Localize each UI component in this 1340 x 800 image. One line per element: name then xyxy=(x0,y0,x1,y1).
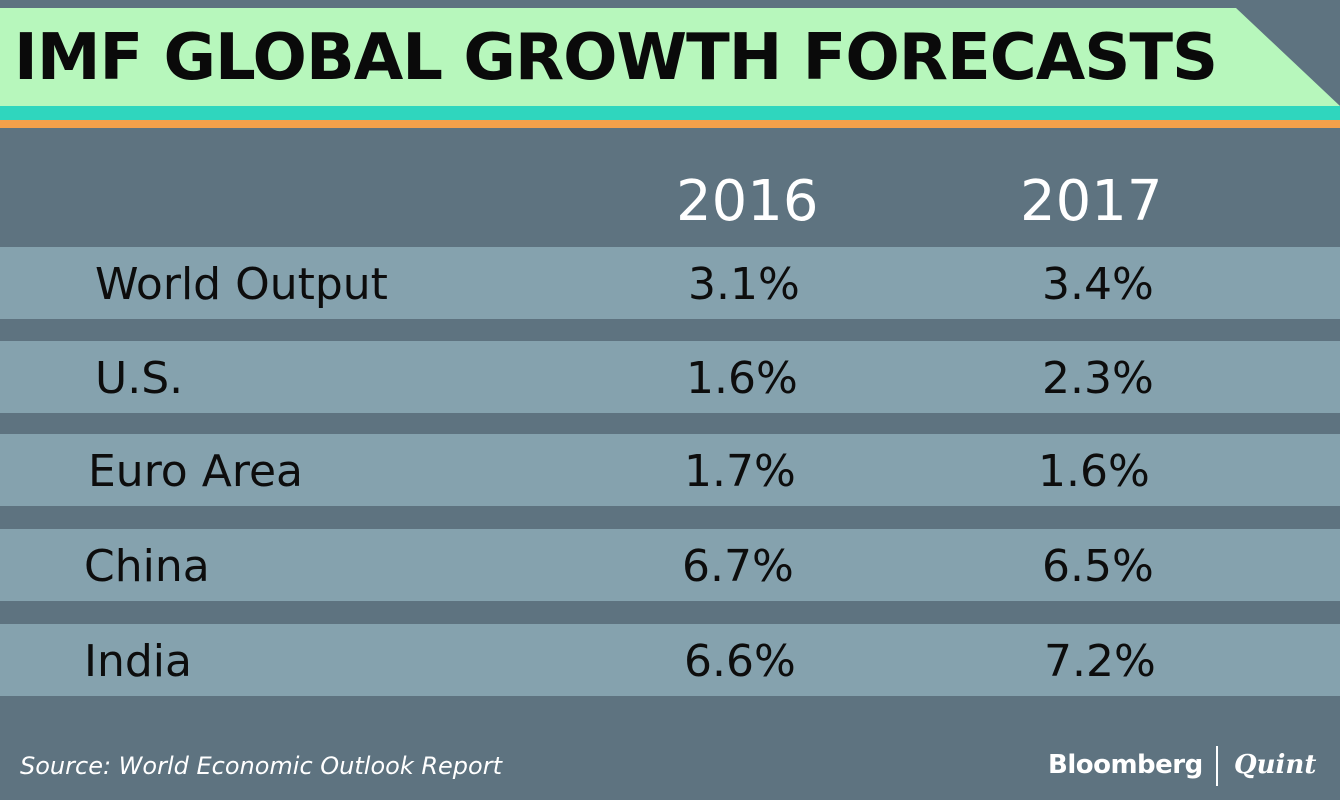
column-header-2017: 2017 xyxy=(1020,169,1163,234)
table-row xyxy=(0,247,1340,319)
value-2017: 6.5% xyxy=(1042,541,1154,592)
row-label: U.S. xyxy=(95,353,184,404)
table-row xyxy=(0,341,1340,413)
title-banner xyxy=(0,8,1340,128)
value-2017: 2.3% xyxy=(1042,353,1154,404)
source-note: Source: World Economic Outlook Report xyxy=(20,752,503,780)
value-2016: 1.6% xyxy=(686,353,798,404)
chart-title: IMF GLOBAL GROWTH FORECASTS xyxy=(14,21,1218,95)
quint-logo: Quint xyxy=(1234,750,1317,780)
value-2016: 1.7% xyxy=(684,446,796,497)
banner-green-band xyxy=(0,8,1340,106)
table-row xyxy=(0,434,1340,506)
value-2017: 1.6% xyxy=(1038,446,1150,497)
value-2016: 3.1% xyxy=(688,259,800,310)
value-2017: 3.4% xyxy=(1042,259,1154,310)
row-label: World Output xyxy=(95,259,388,310)
value-2016: 6.7% xyxy=(682,541,794,592)
table-row xyxy=(0,529,1340,601)
value-2017: 7.2% xyxy=(1044,636,1156,687)
row-label: India xyxy=(84,636,192,687)
row-label: China xyxy=(84,541,210,592)
row-label: Euro Area xyxy=(88,446,303,497)
value-2016: 6.6% xyxy=(684,636,796,687)
column-header-2016: 2016 xyxy=(676,169,819,234)
bloomberg-logo: Bloomberg xyxy=(1048,750,1203,780)
banner-teal-stripe xyxy=(0,106,1340,120)
logo-divider xyxy=(1216,746,1218,786)
banner-orange-stripe xyxy=(0,120,1340,128)
table-row xyxy=(0,624,1340,696)
